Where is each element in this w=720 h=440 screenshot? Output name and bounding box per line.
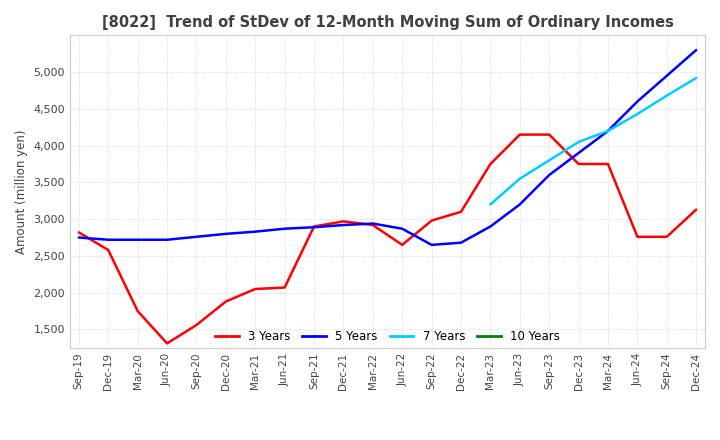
5 Years xyxy=(427,242,436,248)
3 Years xyxy=(310,224,318,229)
3 Years xyxy=(603,161,612,167)
5 Years xyxy=(222,231,230,236)
3 Years xyxy=(104,247,112,253)
3 Years xyxy=(369,222,377,227)
3 Years xyxy=(456,209,465,214)
Legend: 3 Years, 5 Years, 7 Years, 10 Years: 3 Years, 5 Years, 7 Years, 10 Years xyxy=(210,326,564,348)
Title: [8022]  Trend of StDev of 12-Month Moving Sum of Ordinary Incomes: [8022] Trend of StDev of 12-Month Moving… xyxy=(102,15,673,30)
7 Years xyxy=(575,139,583,145)
3 Years xyxy=(516,132,524,137)
3 Years xyxy=(575,161,583,167)
5 Years xyxy=(603,128,612,134)
3 Years xyxy=(662,234,671,239)
5 Years xyxy=(104,237,112,242)
3 Years xyxy=(427,218,436,223)
5 Years xyxy=(662,73,671,78)
5 Years xyxy=(163,237,171,242)
Line: 3 Years: 3 Years xyxy=(79,135,696,343)
3 Years xyxy=(692,207,701,212)
7 Years xyxy=(516,176,524,181)
3 Years xyxy=(398,242,407,248)
5 Years xyxy=(339,222,348,227)
3 Years xyxy=(163,341,171,346)
3 Years xyxy=(545,132,554,137)
5 Years xyxy=(251,229,259,234)
3 Years xyxy=(133,308,142,314)
3 Years xyxy=(339,219,348,224)
5 Years xyxy=(575,150,583,156)
7 Years xyxy=(662,93,671,98)
7 Years xyxy=(692,75,701,81)
3 Years xyxy=(486,161,495,167)
5 Years xyxy=(516,202,524,207)
3 Years xyxy=(75,230,84,235)
5 Years xyxy=(486,224,495,229)
7 Years xyxy=(486,202,495,207)
7 Years xyxy=(603,128,612,134)
Y-axis label: Amount (million yen): Amount (million yen) xyxy=(15,129,28,254)
5 Years xyxy=(192,234,201,239)
7 Years xyxy=(633,111,642,117)
5 Years xyxy=(310,224,318,230)
5 Years xyxy=(633,99,642,104)
7 Years xyxy=(545,158,554,163)
5 Years xyxy=(456,240,465,246)
5 Years xyxy=(692,48,701,53)
3 Years xyxy=(192,323,201,328)
5 Years xyxy=(75,235,84,240)
5 Years xyxy=(280,226,289,231)
5 Years xyxy=(398,226,407,231)
3 Years xyxy=(251,286,259,292)
Line: 7 Years: 7 Years xyxy=(490,78,696,205)
Line: 5 Years: 5 Years xyxy=(79,50,696,245)
5 Years xyxy=(369,221,377,226)
5 Years xyxy=(133,237,142,242)
3 Years xyxy=(280,285,289,290)
3 Years xyxy=(222,299,230,304)
5 Years xyxy=(545,172,554,178)
3 Years xyxy=(633,234,642,239)
